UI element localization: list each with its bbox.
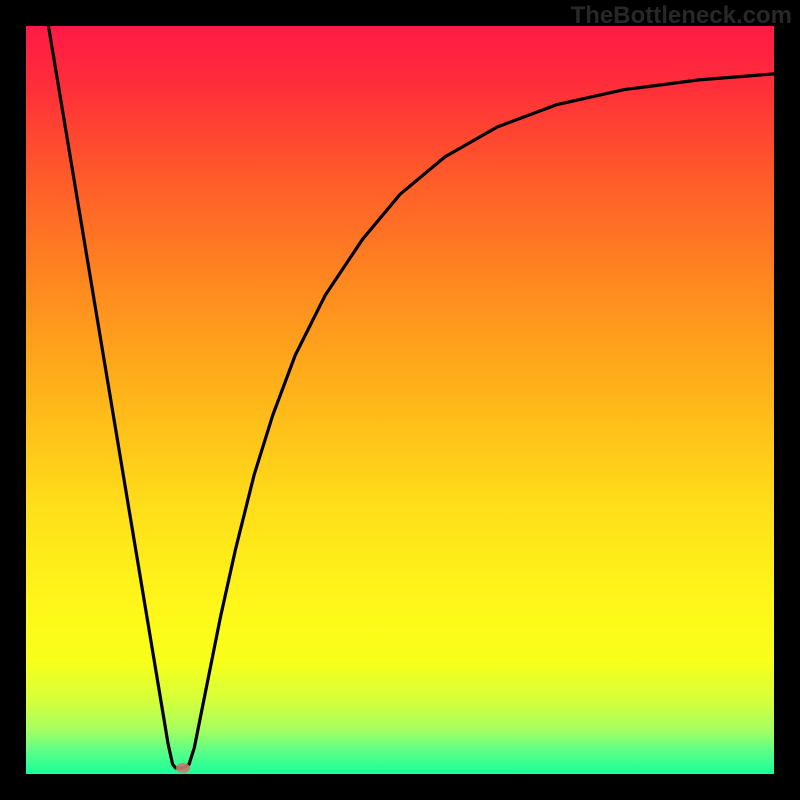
- chart-background-gradient: [26, 26, 774, 774]
- optimal-point-marker: [176, 763, 190, 773]
- bottleneck-chart: [0, 0, 800, 800]
- watermark-text: TheBottleneck.com: [571, 2, 792, 30]
- chart-container: { "watermark": { "text": "TheBottleneck.…: [0, 0, 800, 800]
